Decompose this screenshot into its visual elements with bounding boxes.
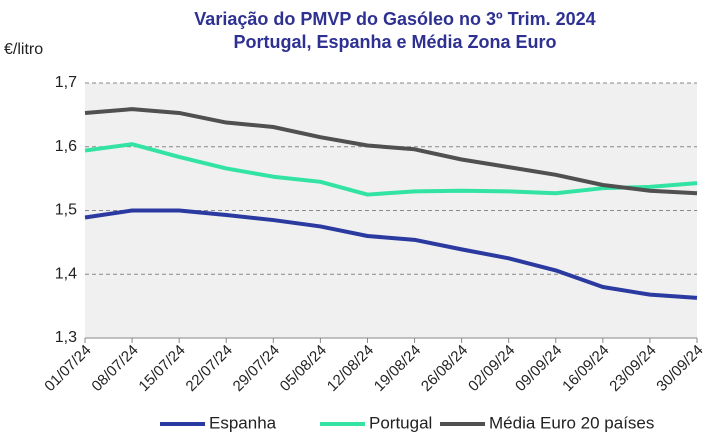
x-tick-label: 23/09/24: [606, 342, 659, 395]
y-tick-label: 1,3: [55, 329, 77, 346]
y-tick-label: 1,6: [55, 138, 77, 155]
chart-subtitle: Portugal, Espanha e Média Zona Euro: [233, 32, 556, 52]
x-tick-label: 26/08/24: [418, 342, 471, 395]
legend-label: Média Euro 20 países: [489, 413, 654, 432]
x-tick-label: 16/09/24: [559, 342, 612, 395]
x-tick-label: 30/09/24: [653, 342, 706, 395]
x-tick-label: 19/08/24: [371, 342, 424, 395]
x-tick-label: 15/07/24: [135, 342, 188, 395]
x-tick-label: 12/08/24: [324, 342, 377, 395]
y-tick-label: 1,4: [55, 265, 77, 282]
legend-label: Espanha: [209, 413, 277, 432]
y-tick-label: 1,5: [55, 202, 77, 219]
x-tick-label: 02/09/24: [465, 342, 518, 395]
series-line: [84, 208, 698, 300]
x-tick-label: 09/09/24: [512, 342, 565, 395]
y-axis-label: €/litro: [4, 41, 43, 58]
x-tick-label: 05/08/24: [277, 342, 330, 395]
x-tick-label: 01/07/24: [41, 342, 94, 395]
x-tick-label: 08/07/24: [88, 342, 141, 395]
legend-label: Portugal: [369, 413, 432, 432]
x-tick-label: 29/07/24: [230, 342, 283, 395]
series-line: [84, 107, 698, 196]
series-line: [84, 142, 698, 197]
x-tick-label: 22/07/24: [183, 342, 236, 395]
chart-title: Variação do PMVP do Gasóleo no 3º Trim. …: [194, 9, 595, 29]
y-tick-label: 1,7: [55, 74, 77, 91]
